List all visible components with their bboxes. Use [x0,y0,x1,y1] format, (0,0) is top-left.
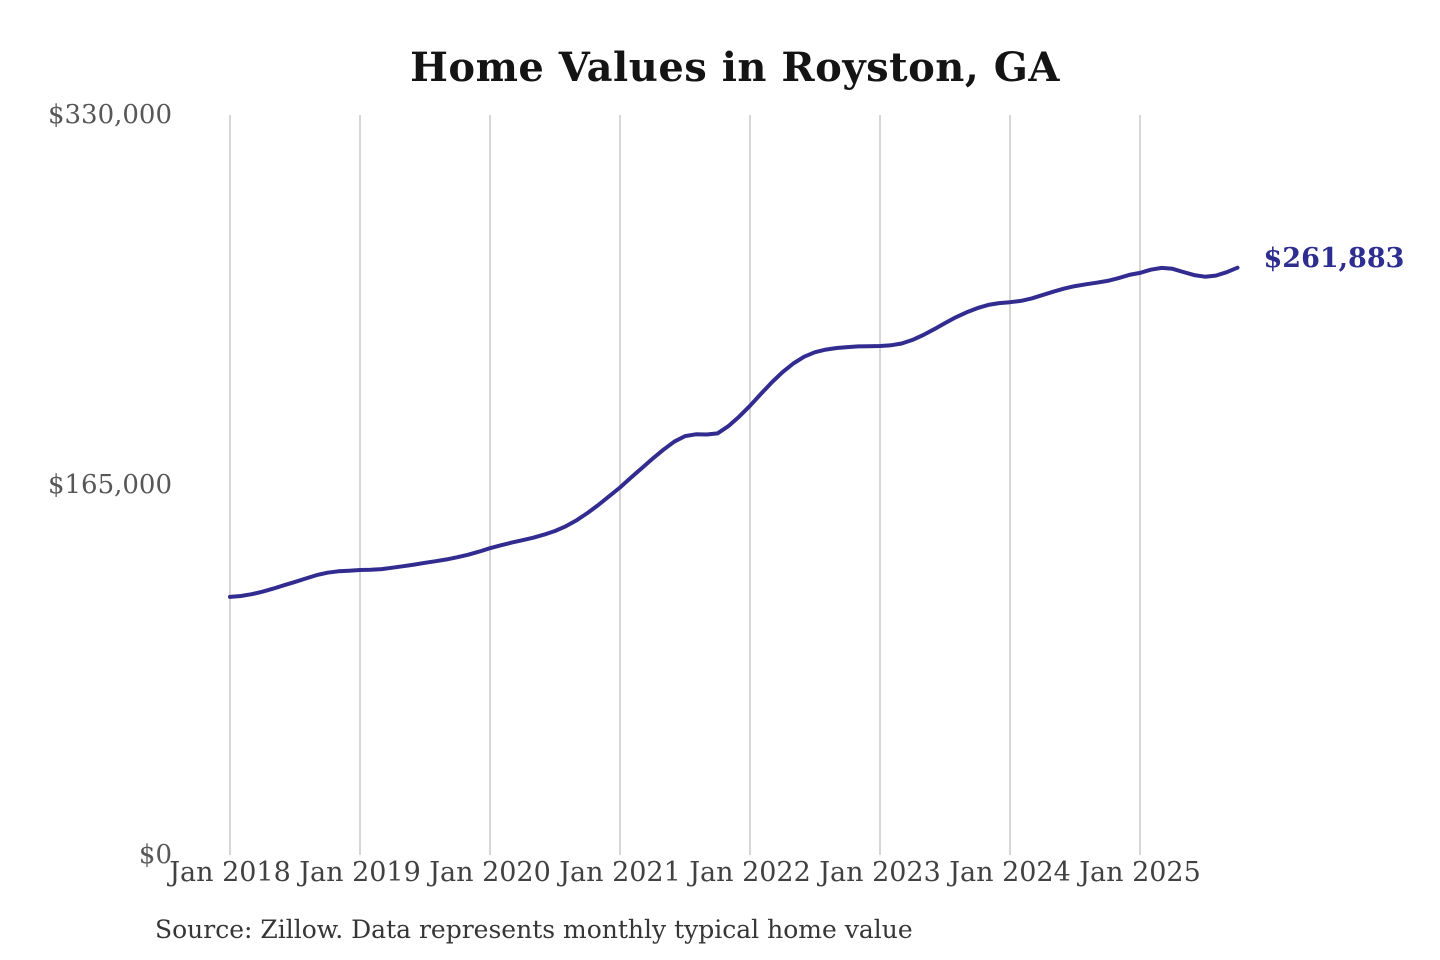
x-tick-label-jan-2021: Jan 2021 [559,857,681,888]
source-note: Source: Zillow. Data represents monthly … [155,915,913,944]
gridlines [229,115,1141,855]
x-tick-label-jan-2023: Jan 2023 [819,857,941,888]
x-tick-label-jan-2020: Jan 2020 [429,857,551,888]
x-tick-label-jan-2018: Jan 2018 [169,857,291,888]
final-value-annotation: $261,883 [1263,242,1405,274]
y-tick-label-0: $0 [138,840,172,870]
home-value-line-series [228,265,1240,599]
chart-title: Home Values in Royston, GA [410,44,1060,91]
x-tick-label-jan-2024: Jan 2024 [949,857,1071,888]
x-tick-label-jan-2019: Jan 2019 [299,857,421,888]
y-tick-label-165000: $165,000 [47,470,172,500]
y-tick-label-330000: $330,000 [47,100,172,130]
x-tick-label-jan-2025: Jan 2025 [1079,857,1201,888]
x-tick-label-jan-2022: Jan 2022 [689,857,811,888]
